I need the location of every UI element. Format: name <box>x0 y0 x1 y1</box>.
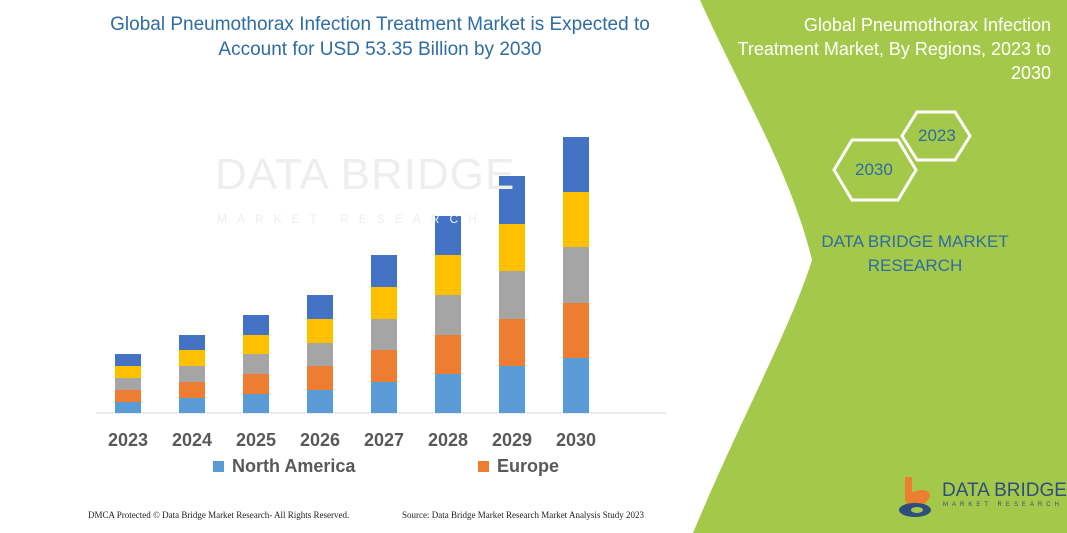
bar-segment-2024-1 <box>179 382 205 398</box>
bar-segment-2028-4 <box>435 216 461 255</box>
bar-segment-2025-3 <box>243 335 269 354</box>
x-tick-label: 2025 <box>235 430 277 450</box>
bar-segment-2030-1 <box>563 303 589 358</box>
legend-label: North America <box>232 456 356 476</box>
legend-europe: Europe <box>478 456 559 477</box>
bar-segment-2029-1 <box>499 319 525 366</box>
bar-segment-2025-1 <box>243 374 269 394</box>
bar-segment-2030-0 <box>563 358 589 413</box>
logo-icon <box>899 477 931 517</box>
bar-segment-2029-3 <box>499 224 525 271</box>
bar-segment-2024-4 <box>179 335 205 350</box>
x-tick-label: 2029 <box>491 430 533 450</box>
bar-segment-2025-0 <box>243 394 269 413</box>
side-title: Global Pneumothorax Infection Treatment … <box>737 15 1051 83</box>
bar-segment-2028-0 <box>435 374 461 413</box>
logo-sub: MARKET RESEARCH <box>943 502 1063 508</box>
brand-text: DATA BRIDGE MARKET RESEARCH <box>821 232 1009 275</box>
bar-segment-2027-2 <box>371 319 397 350</box>
bar-segment-2023-0 <box>115 402 141 413</box>
bar-segment-2024-3 <box>179 350 205 366</box>
bar-segment-2026-2 <box>307 343 333 366</box>
footer-source: Source: Data Bridge Market Research Mark… <box>402 510 644 520</box>
legend-swatch <box>478 461 489 472</box>
bar-segment-2026-3 <box>307 319 333 343</box>
x-tick-label: 2026 <box>299 430 341 450</box>
watermark: DATA BRIDGE <box>215 150 516 199</box>
bar-segment-2028-1 <box>435 335 461 374</box>
bar-segment-2027-3 <box>371 287 397 319</box>
bar-segment-2028-3 <box>435 255 461 295</box>
bar-segment-2030-2 <box>563 247 589 303</box>
chart-title: Global Pneumothorax Infection Treatment … <box>110 14 650 60</box>
bar-segment-2026-4 <box>307 295 333 319</box>
bar-segment-2023-3 <box>115 366 141 378</box>
logo-text: DATA BRIDGE <box>942 480 1067 501</box>
bar-segment-2026-0 <box>307 390 333 413</box>
hexagon-2023 <box>900 110 972 162</box>
x-tick-label: 2028 <box>427 430 469 450</box>
x-tick-label: 2023 <box>107 430 149 450</box>
x-tick-label: 2027 <box>363 430 405 450</box>
x-tick-label: 2030 <box>555 430 597 450</box>
bars <box>115 137 589 413</box>
bar-segment-2024-0 <box>179 398 205 413</box>
bar-segment-2029-2 <box>499 271 525 319</box>
bar-segment-2026-1 <box>307 366 333 390</box>
legend-label: Europe <box>497 456 560 476</box>
bar-segment-2023-4 <box>115 354 141 366</box>
bar-segment-2027-1 <box>371 350 397 382</box>
legend-swatch <box>213 461 224 472</box>
bar-segment-2025-2 <box>243 354 269 374</box>
bar-segment-2030-3 <box>563 192 589 247</box>
bar-segment-2025-4 <box>243 315 269 335</box>
bar-segment-2030-4 <box>563 137 589 192</box>
bar-segment-2023-1 <box>115 390 141 402</box>
legend-north-america: North America <box>213 456 355 477</box>
hexagon-2030 <box>832 138 918 202</box>
watermark-sub: MARKET RESEARCH <box>217 212 487 226</box>
bar-segment-2027-4 <box>371 255 397 287</box>
hex-label-2030: 2030 <box>855 160 893 179</box>
bar-segment-2029-4 <box>499 176 525 224</box>
hex-label-2023: 2023 <box>918 126 956 145</box>
bar-segment-2027-0 <box>371 382 397 413</box>
x-tick-label: 2024 <box>171 430 213 450</box>
bar-segment-2028-2 <box>435 295 461 335</box>
green-panel <box>693 0 1067 533</box>
bar-segment-2029-0 <box>499 366 525 413</box>
bar-segment-2024-2 <box>179 366 205 382</box>
footer-copyright: DMCA Protected © Data Bridge Market Rese… <box>88 510 350 520</box>
bar-segment-2023-2 <box>115 378 141 390</box>
